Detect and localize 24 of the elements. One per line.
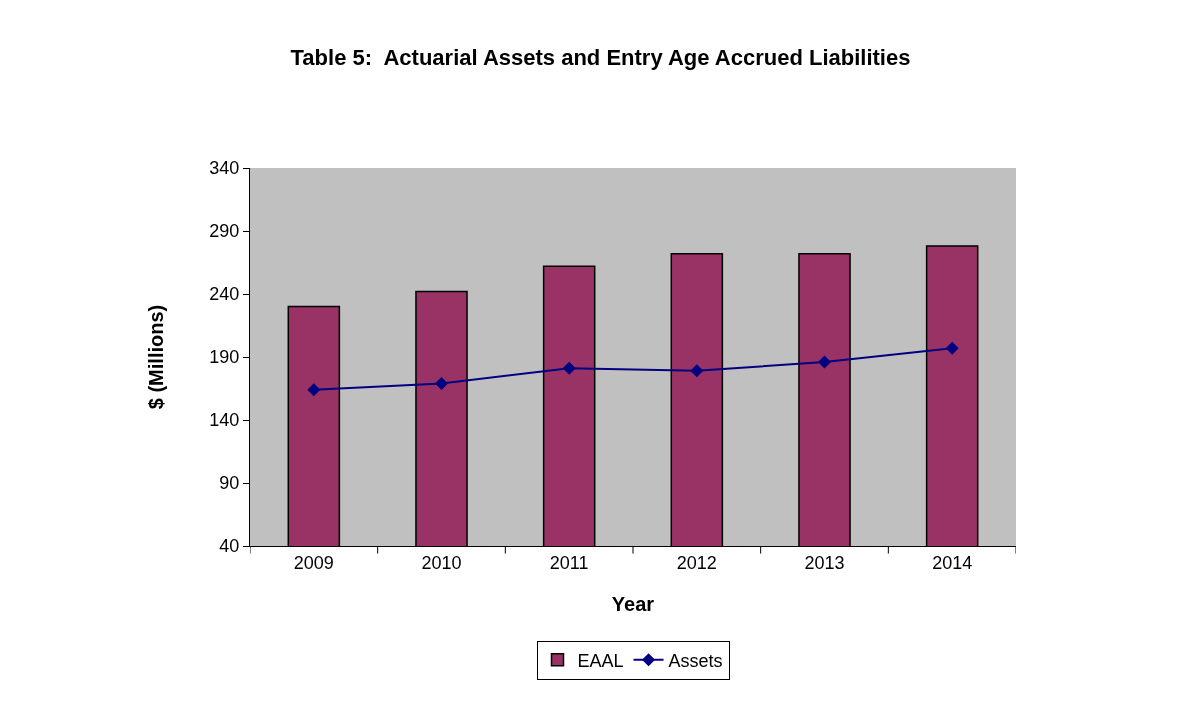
y-tick-label: 240 bbox=[209, 284, 240, 305]
point bbox=[435, 376, 448, 390]
legend-label: Assets bbox=[668, 650, 723, 671]
y-tick-label: 340 bbox=[209, 158, 240, 179]
x-tick-label: 2010 bbox=[421, 552, 462, 573]
y-tick-label: 190 bbox=[209, 347, 240, 368]
y-tick-label: 140 bbox=[209, 410, 240, 431]
x-tick-label: 2011 bbox=[549, 552, 589, 573]
x-axis-title: Year bbox=[611, 593, 655, 616]
point bbox=[690, 364, 704, 378]
point bbox=[818, 355, 831, 369]
x-tick-label: 2012 bbox=[676, 552, 717, 573]
chart-title: Table 5: Actuarial Assets and Entry Age Accrued Liabilities bbox=[290, 45, 911, 71]
y-tick-label: 90 bbox=[219, 473, 240, 494]
x-tick-label: 2014 bbox=[932, 552, 973, 573]
y-axis-title: $ (Millions) bbox=[144, 304, 167, 410]
x-tick-label: 2009 bbox=[293, 552, 334, 573]
point bbox=[562, 361, 576, 375]
x-tick-label: 2013 bbox=[804, 552, 845, 573]
y-tick-label: 290 bbox=[209, 221, 240, 242]
y-tick-label: 40 bbox=[219, 536, 240, 557]
point bbox=[307, 383, 321, 397]
legend-label: EAAL bbox=[577, 650, 624, 671]
point bbox=[945, 341, 959, 355]
